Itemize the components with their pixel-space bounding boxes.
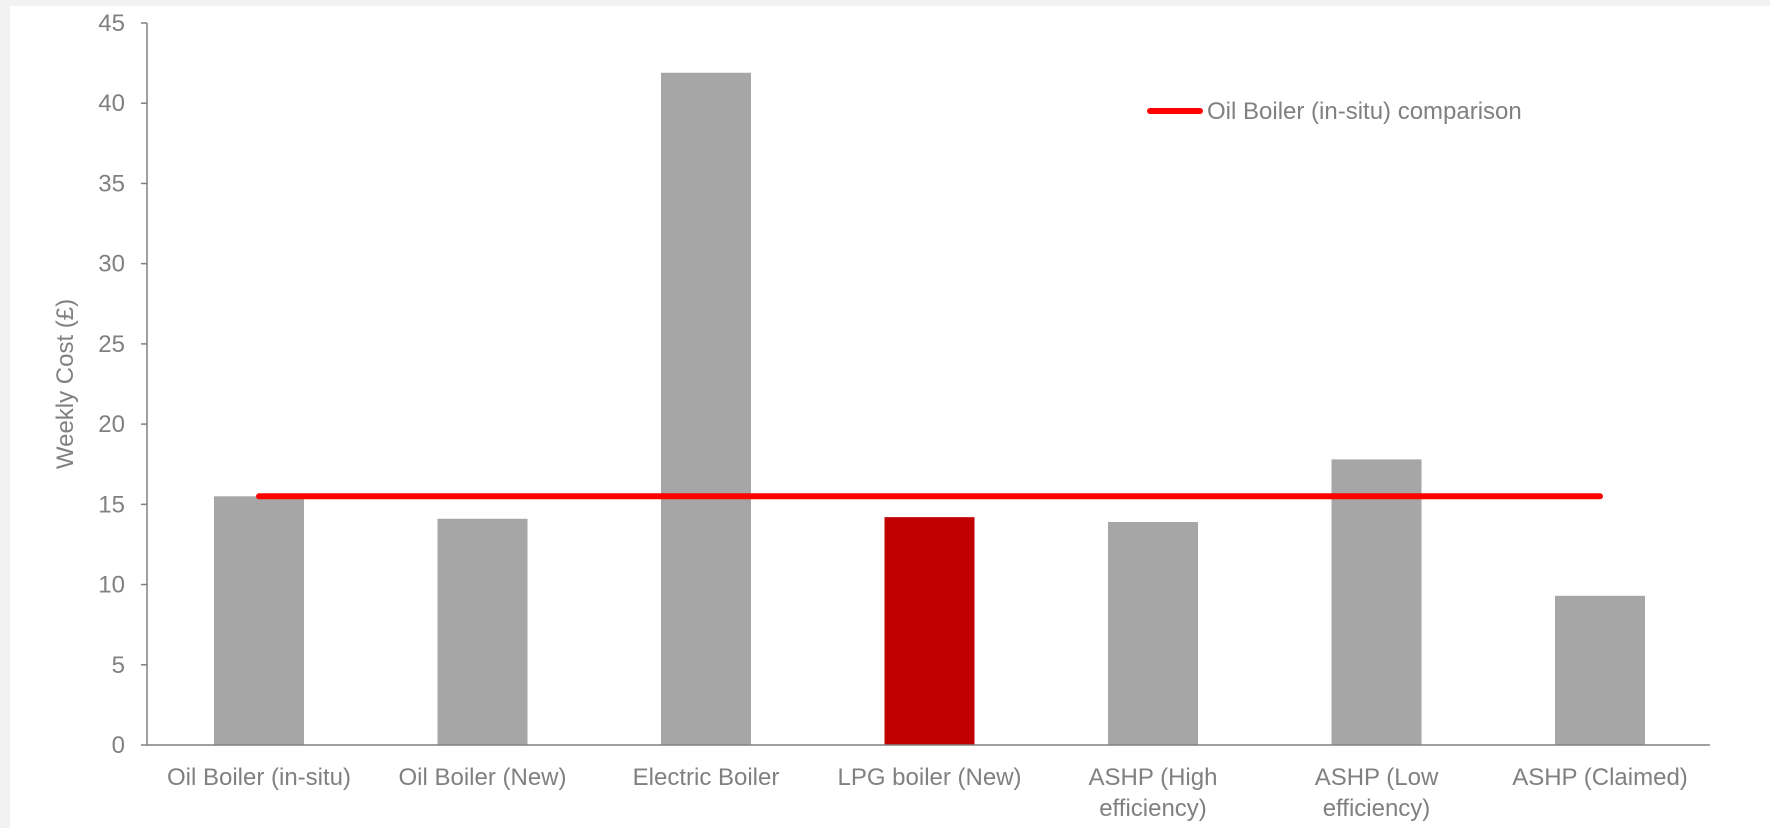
x-category-label-line: ASHP (High (1089, 764, 1218, 791)
x-tick-labels: Oil Boiler (in-situ) Oil Boiler (New) Elec… (167, 764, 1688, 822)
bar (437, 518, 528, 745)
bars-group (214, 72, 1645, 745)
bar (1331, 459, 1422, 745)
x-category-label-line: ASHP (Claimed) (1512, 764, 1688, 791)
x-category-label: ASHP (Low efficiency) (1315, 764, 1439, 822)
chart-frame: Weekly Cost (£) 0 5 10 15 20 25 30 35 40 45 Oil B… (10, 6, 1770, 828)
y-tick-label: 20 (98, 411, 125, 438)
bar (661, 72, 751, 745)
y-tick-labels: 0 5 10 15 20 25 30 35 40 45 (98, 10, 147, 759)
bar (884, 517, 975, 745)
y-tick-label: 35 (98, 170, 125, 197)
bar-chart: Weekly Cost (£) 0 5 10 15 20 25 30 35 40 45 Oil B… (52, 10, 1710, 822)
bar (1555, 595, 1645, 745)
y-axis-title: Weekly Cost (£) (52, 299, 79, 469)
x-category-label-line: Oil Boiler (in-situ) (167, 764, 351, 791)
x-category-label: ASHP (Claimed) (1512, 764, 1688, 791)
x-category-label: LPG boiler (New) (837, 764, 1021, 791)
legend-label: Oil Boiler (in-situ) comparison (1207, 98, 1522, 125)
x-category-label-line: LPG boiler (New) (837, 764, 1021, 791)
bar (1108, 521, 1198, 745)
y-tick-label: 25 (98, 331, 125, 358)
x-category-label: Oil Boiler (New) (398, 764, 566, 791)
legend: Oil Boiler (in-situ) comparison (1147, 98, 1522, 125)
y-tick-label: 15 (98, 491, 125, 518)
x-category-label-line: efficiency) (1099, 795, 1207, 822)
x-category-label-line: ASHP (Low (1315, 764, 1439, 791)
y-tick-label: 0 (112, 732, 125, 759)
y-tick-label: 40 (98, 90, 125, 117)
y-tick-label: 10 (98, 572, 125, 599)
x-category-label-line: Oil Boiler (New) (398, 764, 566, 791)
bar (214, 496, 304, 745)
y-tick-label: 5 (112, 652, 125, 679)
x-category-label: Electric Boiler (633, 764, 780, 791)
x-category-label-line: Electric Boiler (633, 764, 780, 791)
y-tick-label: 45 (98, 10, 125, 37)
x-category-label: Oil Boiler (in-situ) (167, 764, 351, 791)
x-category-label-line: efficiency) (1323, 795, 1431, 822)
y-tick-label: 30 (98, 251, 125, 278)
x-category-label: ASHP (High efficiency) (1089, 764, 1218, 822)
